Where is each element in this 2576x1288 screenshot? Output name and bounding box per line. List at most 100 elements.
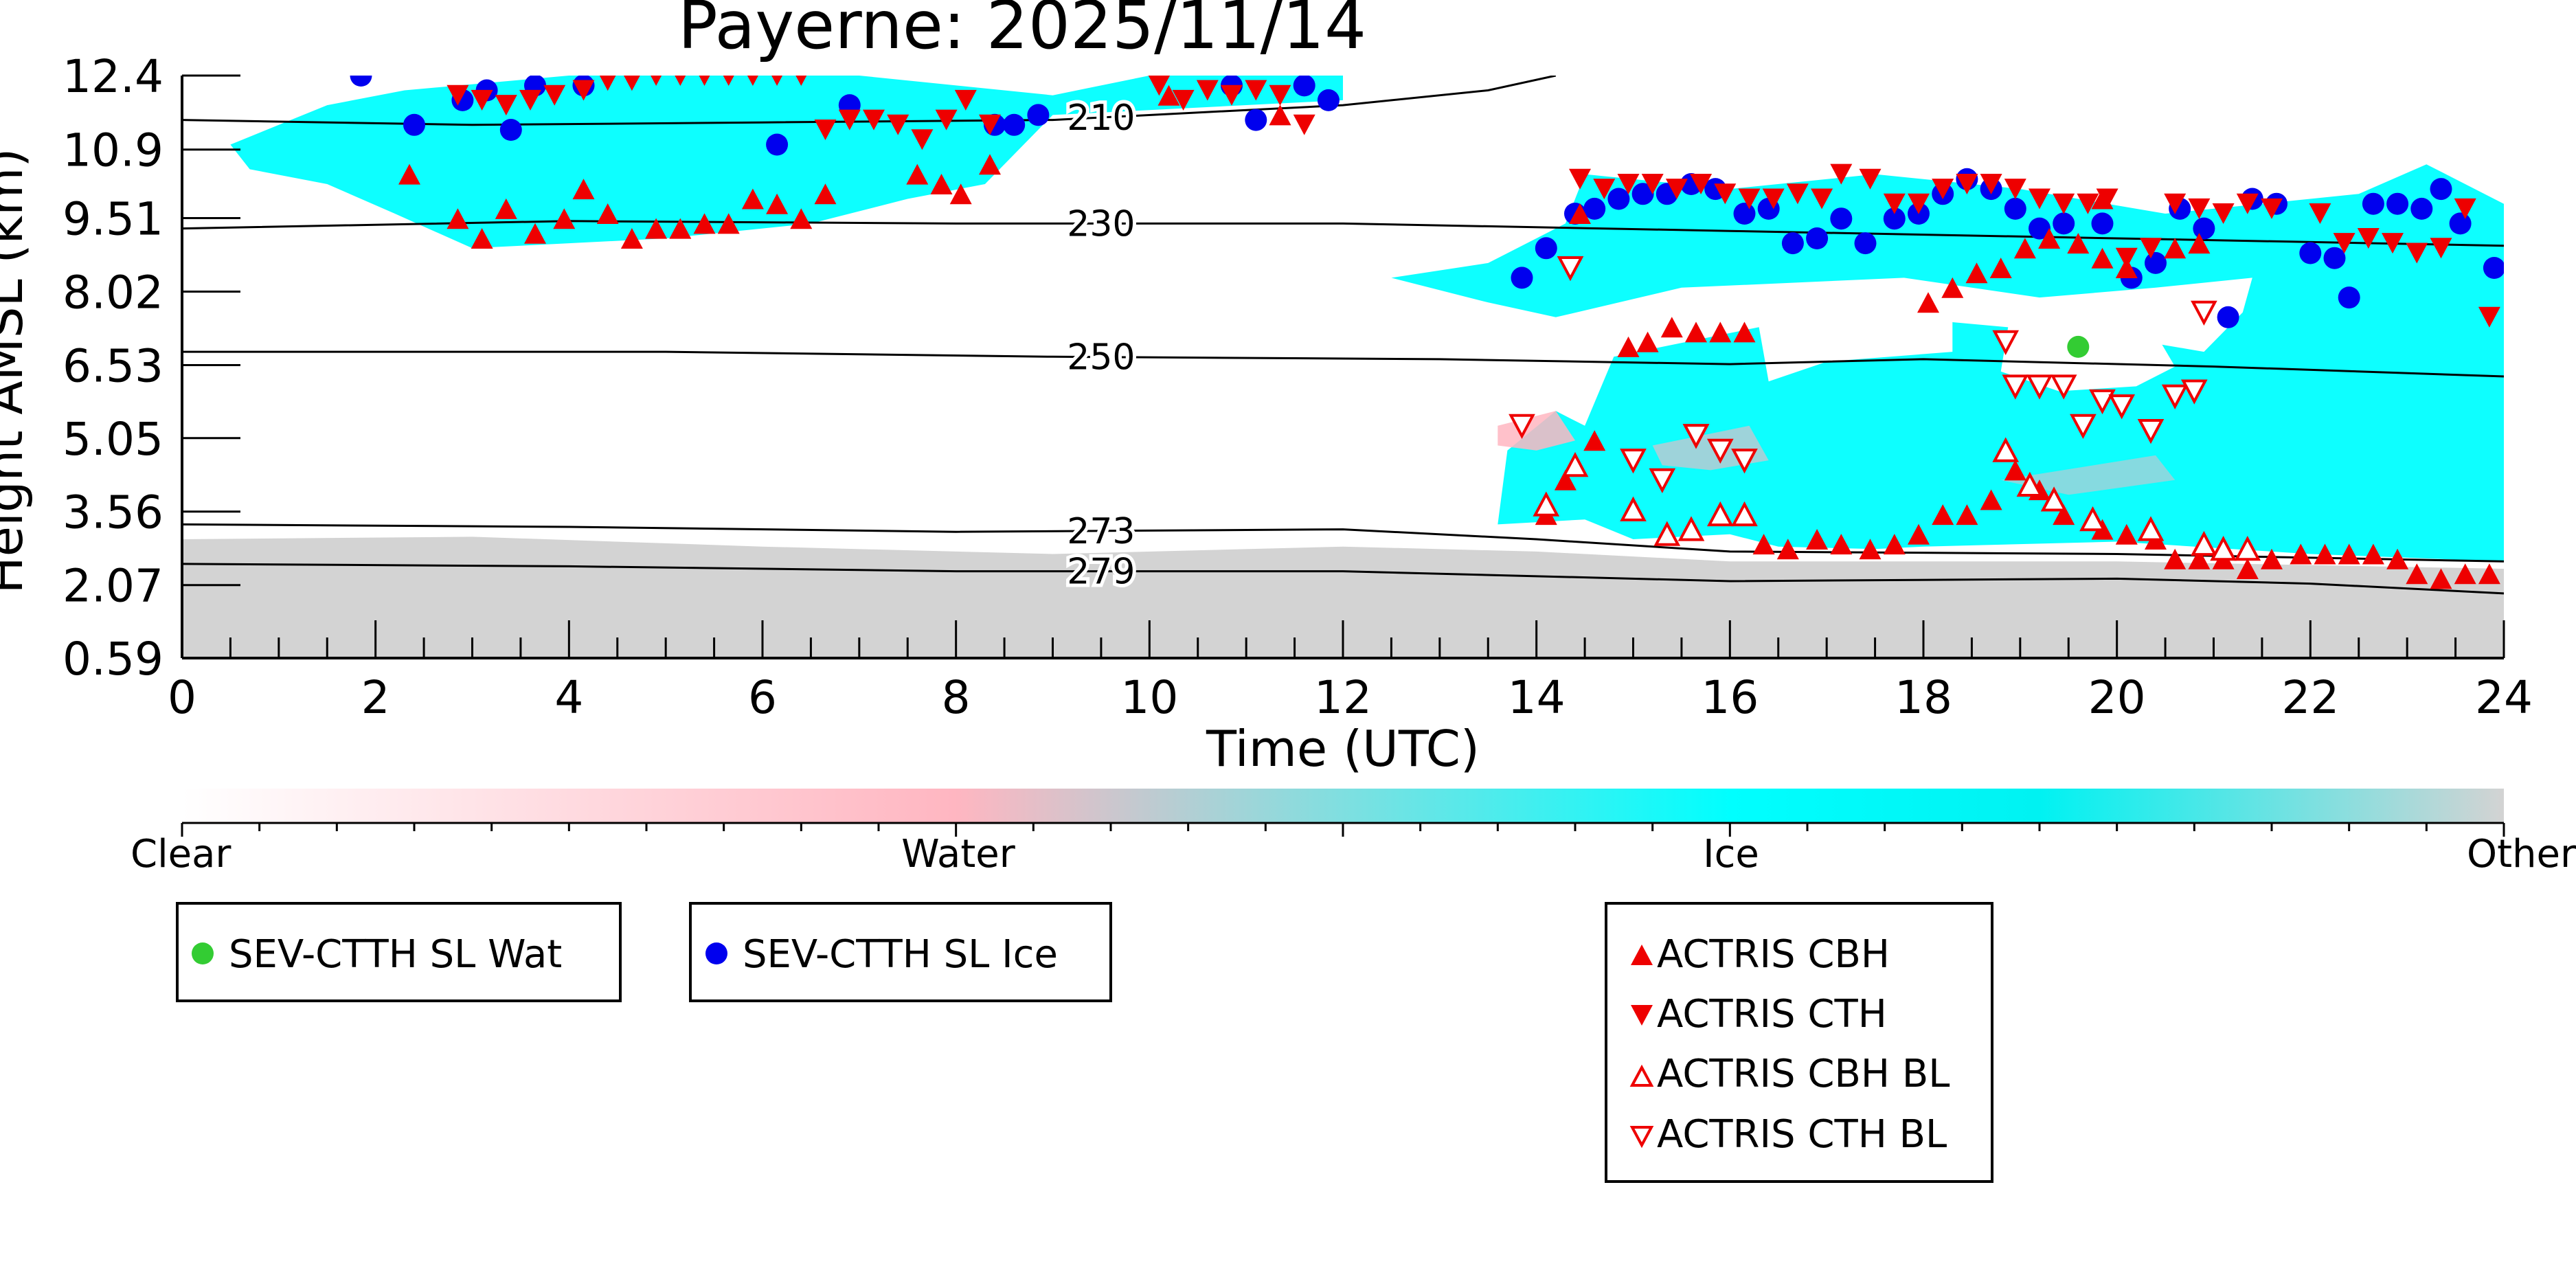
point-4-2 — [1620, 496, 1647, 521]
point-5-1 — [1557, 256, 1584, 282]
point-3-57 — [2212, 203, 2235, 224]
point-3-42 — [1859, 168, 1882, 190]
legend-wat-marker — [192, 942, 214, 964]
point-2-13 — [741, 188, 764, 210]
x-axis-ticks: 0 2 4 6 8 10 12 14 16 18 20 22 24 — [168, 620, 2533, 724]
point-2-21 — [1157, 84, 1180, 106]
series-actris-cth-bl — [1509, 256, 2217, 494]
legend-ice-frame — [689, 902, 1112, 1002]
point-2-58 — [2406, 563, 2428, 585]
point-3-15 — [814, 120, 837, 140]
point-4-1 — [1561, 451, 1589, 477]
point-2-66 — [2013, 238, 2036, 259]
x-tick-label-18: 18 — [1895, 671, 1952, 724]
point-3-10 — [699, 76, 710, 86]
point-3-5 — [572, 80, 595, 101]
point-2-62 — [1917, 292, 1939, 313]
isotherm-label-210: 210 — [1067, 98, 1135, 139]
point-1-16 — [1511, 267, 1533, 289]
x-axis-label: Time (UTC) — [1206, 720, 1480, 778]
point-3-61 — [2333, 233, 2355, 254]
point-3-35 — [1690, 174, 1713, 194]
point-3-19 — [911, 129, 934, 150]
point-3-14 — [795, 76, 807, 86]
point-2-39 — [1932, 504, 1954, 526]
point-1-27 — [1781, 232, 1804, 255]
point-1-55 — [2483, 257, 2504, 279]
colorbar-gradient — [182, 789, 2504, 823]
x-tick-label-16: 16 — [1701, 671, 1759, 724]
point-1-37 — [2029, 217, 2050, 240]
isotherm-line-279 — [182, 563, 2504, 595]
point-3-62 — [2357, 228, 2380, 249]
point-5-2 — [1620, 449, 1647, 474]
legend-actris-frame — [1605, 902, 1993, 1183]
point-1-50 — [2362, 192, 2384, 215]
x-tick-label-10: 10 — [1120, 671, 1178, 724]
point-3-55 — [2164, 193, 2187, 214]
point-1-0 — [350, 76, 372, 87]
point-3-36 — [1714, 183, 1737, 205]
x-tick-label-14: 14 — [1508, 671, 1566, 724]
point-1-43 — [2193, 217, 2215, 240]
legend-ice-label: SEV-CTTH SL Ice — [743, 932, 1058, 977]
point-3-37 — [1738, 188, 1761, 210]
point-3-53 — [2115, 247, 2138, 269]
point-3-11 — [723, 76, 734, 86]
point-1-30 — [1854, 232, 1877, 255]
point-2-30 — [1709, 321, 1732, 343]
water-patch-3 — [2000, 455, 2176, 495]
isotherm-line-210 — [182, 76, 1557, 126]
point-3-65 — [2430, 238, 2452, 259]
x-tick-label-8: 8 — [942, 671, 971, 724]
point-2-20 — [979, 154, 1001, 175]
point-2-49 — [2188, 548, 2211, 569]
point-2-61 — [2478, 563, 2500, 585]
point-3-51 — [2077, 193, 2099, 214]
colorbar-label-ice: Ice — [1703, 832, 1759, 877]
point-2-1 — [447, 208, 469, 229]
point-3-59 — [2261, 198, 2283, 219]
point-5-9 — [2026, 374, 2053, 400]
point-3-25 — [1196, 80, 1219, 101]
point-2-63 — [1941, 277, 1964, 298]
y-tick-label-6.53: 6.53 — [63, 339, 163, 392]
point-2-32 — [1752, 534, 1775, 555]
point-1-31 — [1883, 207, 1906, 230]
chart-title: Payerne: 2025/11/14 — [678, 0, 1366, 64]
marker-layer — [350, 76, 2504, 589]
legend-wat-frame — [176, 902, 622, 1002]
point-2-33 — [1776, 539, 1799, 560]
isotherm-label-273: 273 — [1067, 511, 1135, 552]
point-5-13 — [2108, 394, 2136, 420]
point-3-67 — [2478, 306, 2500, 328]
isotherm-label-230: 230 — [1067, 203, 1135, 245]
y-tick-label-8.02: 8.02 — [63, 266, 163, 319]
point-4-0 — [1533, 491, 1560, 517]
point-2-22 — [1269, 104, 1291, 126]
point-3-27 — [1245, 80, 1267, 101]
y-tick-label-3.56: 3.56 — [63, 486, 163, 539]
point-2-2 — [471, 228, 493, 249]
point-2-8 — [620, 228, 643, 249]
point-5-8 — [2002, 374, 2029, 400]
point-3-26 — [1221, 84, 1243, 106]
point-3-60 — [2309, 203, 2331, 224]
point-1-39 — [2091, 212, 2114, 235]
point-3-28 — [1269, 84, 1291, 106]
point-3-23 — [1148, 76, 1171, 96]
point-3-16 — [838, 109, 861, 131]
point-3-4 — [543, 84, 566, 106]
point-2-37 — [1883, 534, 1906, 555]
point-2-57 — [2386, 548, 2409, 569]
colorbar-label-clear: Clear — [131, 832, 231, 877]
point-2-54 — [2314, 543, 2336, 565]
point-3-63 — [2382, 233, 2404, 254]
point-2-6 — [572, 179, 595, 200]
point-3-6 — [599, 76, 616, 91]
point-3-3 — [519, 89, 541, 111]
point-2-14 — [766, 193, 789, 214]
colorbar-label-water: Water — [901, 832, 1016, 877]
point-4-11 — [2137, 516, 2165, 541]
legend-ice: SEV-CTTH SL Ice — [689, 902, 1112, 1002]
